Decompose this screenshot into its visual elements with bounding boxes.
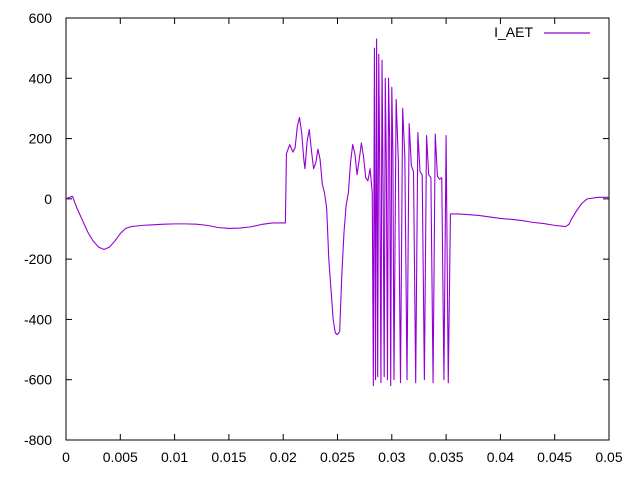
x-tick-label: 0 xyxy=(62,449,70,465)
y-tick-label: -800 xyxy=(24,432,52,448)
y-tick-label: 200 xyxy=(29,131,53,147)
legend-label-i-aet: I_AET xyxy=(494,24,533,40)
y-axis: -800 -600 -400 -200 0 200 400 600 xyxy=(24,10,609,448)
y-tick-label: 400 xyxy=(29,70,53,86)
x-tick-label: 0.045 xyxy=(537,449,572,465)
y-tick-label: -600 xyxy=(24,372,52,388)
x-tick-label: 0.01 xyxy=(161,449,188,465)
x-tick-label: 0.035 xyxy=(429,449,464,465)
y-tick-label: -200 xyxy=(24,251,52,267)
y-tick-label: -400 xyxy=(24,311,52,327)
x-tick-label: 0.015 xyxy=(211,449,246,465)
x-tick-label: 0.03 xyxy=(378,449,405,465)
series-line-i-aet xyxy=(65,38,609,387)
x-tick-label: 0.05 xyxy=(595,449,622,465)
y-tick-label: 0 xyxy=(44,191,52,207)
legend: I_AET xyxy=(494,24,590,40)
x-tick-label: 0.005 xyxy=(103,449,138,465)
x-tick-label: 0.04 xyxy=(487,449,514,465)
x-tick-label: 0.025 xyxy=(320,449,355,465)
x-axis: 0 0.005 0.01 0.015 0.02 0.025 0.03 0.035 0.04 0.0… xyxy=(62,18,623,465)
x-tick-label: 0.02 xyxy=(270,449,297,465)
y-tick-label: 600 xyxy=(29,10,53,26)
plot-frame xyxy=(65,17,610,441)
series-layer xyxy=(65,38,609,387)
